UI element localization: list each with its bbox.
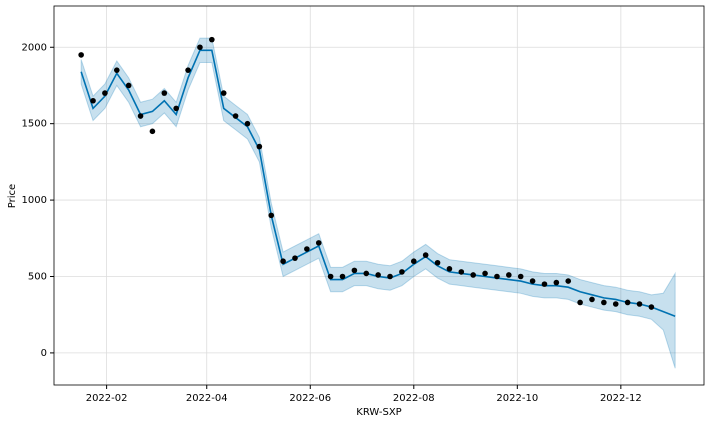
y-tick-label: 1000 [22, 195, 47, 206]
observation [589, 296, 595, 303]
observation [601, 299, 607, 306]
y-axis-label: Price [7, 184, 18, 208]
observation [173, 105, 179, 112]
observation [113, 67, 120, 73]
observation [434, 259, 441, 266]
observation [517, 273, 524, 280]
observation [577, 299, 583, 306]
observation [185, 67, 191, 73]
uncertainty-band [80, 37, 676, 369]
x-tick-label: 2022-10 [496, 393, 538, 404]
observation [78, 52, 84, 58]
observation [339, 273, 346, 280]
observation [327, 273, 334, 280]
observation [624, 299, 631, 306]
y-tick-label: 2000 [22, 42, 47, 53]
observation [648, 304, 655, 310]
observation [399, 269, 405, 275]
observation [90, 97, 96, 104]
observation [125, 82, 132, 89]
observation [161, 90, 168, 96]
observation [232, 113, 239, 119]
observation [482, 270, 488, 277]
observation [280, 258, 286, 265]
observation [209, 36, 215, 43]
y-tick-label: 1500 [22, 119, 47, 130]
observation [565, 278, 572, 284]
observation [351, 267, 358, 274]
plot-frame [53, 5, 705, 386]
observation [422, 252, 429, 258]
x-tick-label: 2022-08 [393, 393, 435, 404]
observation [553, 279, 560, 286]
observation [636, 301, 643, 307]
x-tick-label: 2022-06 [289, 393, 331, 404]
observation [506, 272, 512, 278]
observation [612, 301, 619, 307]
observation [102, 90, 108, 96]
observation [137, 113, 144, 119]
observation [304, 246, 310, 252]
observation [529, 278, 536, 284]
y-tick-label: 500 [28, 271, 47, 282]
observation [292, 255, 298, 261]
observation [268, 212, 275, 219]
observation [410, 258, 417, 265]
observation [315, 240, 322, 246]
observation [220, 90, 227, 96]
observation [363, 270, 370, 277]
y-tick-label: 0 [41, 348, 47, 359]
observation [494, 273, 500, 280]
observation [256, 143, 263, 150]
x-tick-label: 2022-04 [186, 393, 228, 404]
observation [387, 273, 393, 280]
observation [375, 272, 381, 278]
x-tick-label: 2022-12 [600, 393, 642, 404]
observation [244, 120, 251, 127]
observation [197, 44, 203, 51]
observation [446, 266, 453, 272]
observation [541, 281, 548, 287]
x-tick-label: 2022-02 [86, 393, 128, 404]
observation [149, 128, 156, 135]
x-axis-label: KRW-SXP [356, 407, 401, 418]
observation [470, 272, 476, 278]
observation [458, 269, 465, 275]
